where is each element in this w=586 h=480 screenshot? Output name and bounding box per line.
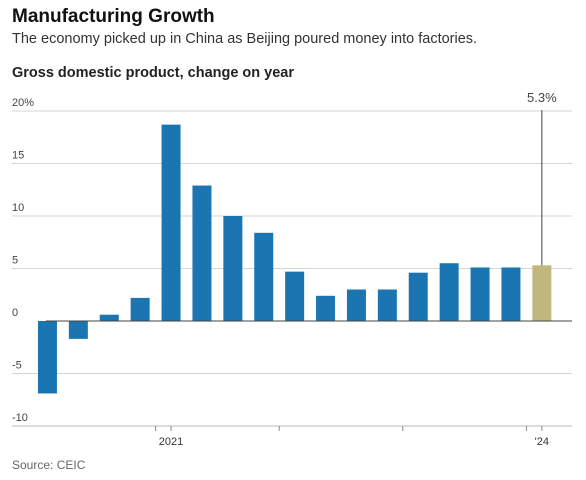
bars bbox=[37, 124, 552, 394]
annotation: 5.3% bbox=[527, 90, 557, 266]
y-tick-label: -5 bbox=[12, 360, 22, 372]
y-tick-label: -10 bbox=[12, 412, 28, 424]
bar bbox=[377, 289, 397, 321]
y-tick-label: 0 bbox=[12, 307, 18, 319]
bar bbox=[37, 321, 57, 394]
source-note: Source: CEIC bbox=[12, 458, 86, 472]
bar bbox=[285, 271, 305, 321]
x-axis: 2021 '24 bbox=[12, 425, 572, 448]
bar bbox=[99, 314, 119, 321]
bar bbox=[346, 289, 366, 321]
x-tick-label: '24 bbox=[535, 436, 549, 448]
bar bbox=[316, 295, 336, 321]
bar bbox=[223, 216, 243, 321]
chart-subtitle: The economy picked up in China as Beijin… bbox=[12, 31, 478, 47]
bar bbox=[439, 263, 459, 321]
chart-label: Gross domestic product, change on year bbox=[12, 65, 295, 81]
y-tick-label: 5 bbox=[12, 255, 18, 267]
bar bbox=[501, 267, 521, 321]
y-tick-label: 15 bbox=[12, 150, 24, 162]
bar-highlight bbox=[532, 265, 552, 321]
bar bbox=[130, 297, 150, 321]
y-axis-labels: 20% 15 10 5 0 -5 -10 bbox=[12, 97, 34, 424]
bar bbox=[470, 267, 490, 321]
y-tick-label: 10 bbox=[12, 202, 24, 214]
chart-title: Manufacturing Growth bbox=[12, 6, 215, 27]
bar bbox=[408, 272, 428, 321]
bar bbox=[254, 232, 274, 321]
y-tick-label: 20% bbox=[12, 97, 34, 109]
bar bbox=[68, 321, 88, 339]
x-tick-label: 2021 bbox=[159, 436, 183, 448]
bar bbox=[192, 185, 212, 321]
annotation-label: 5.3% bbox=[527, 90, 557, 105]
bar bbox=[161, 124, 181, 322]
